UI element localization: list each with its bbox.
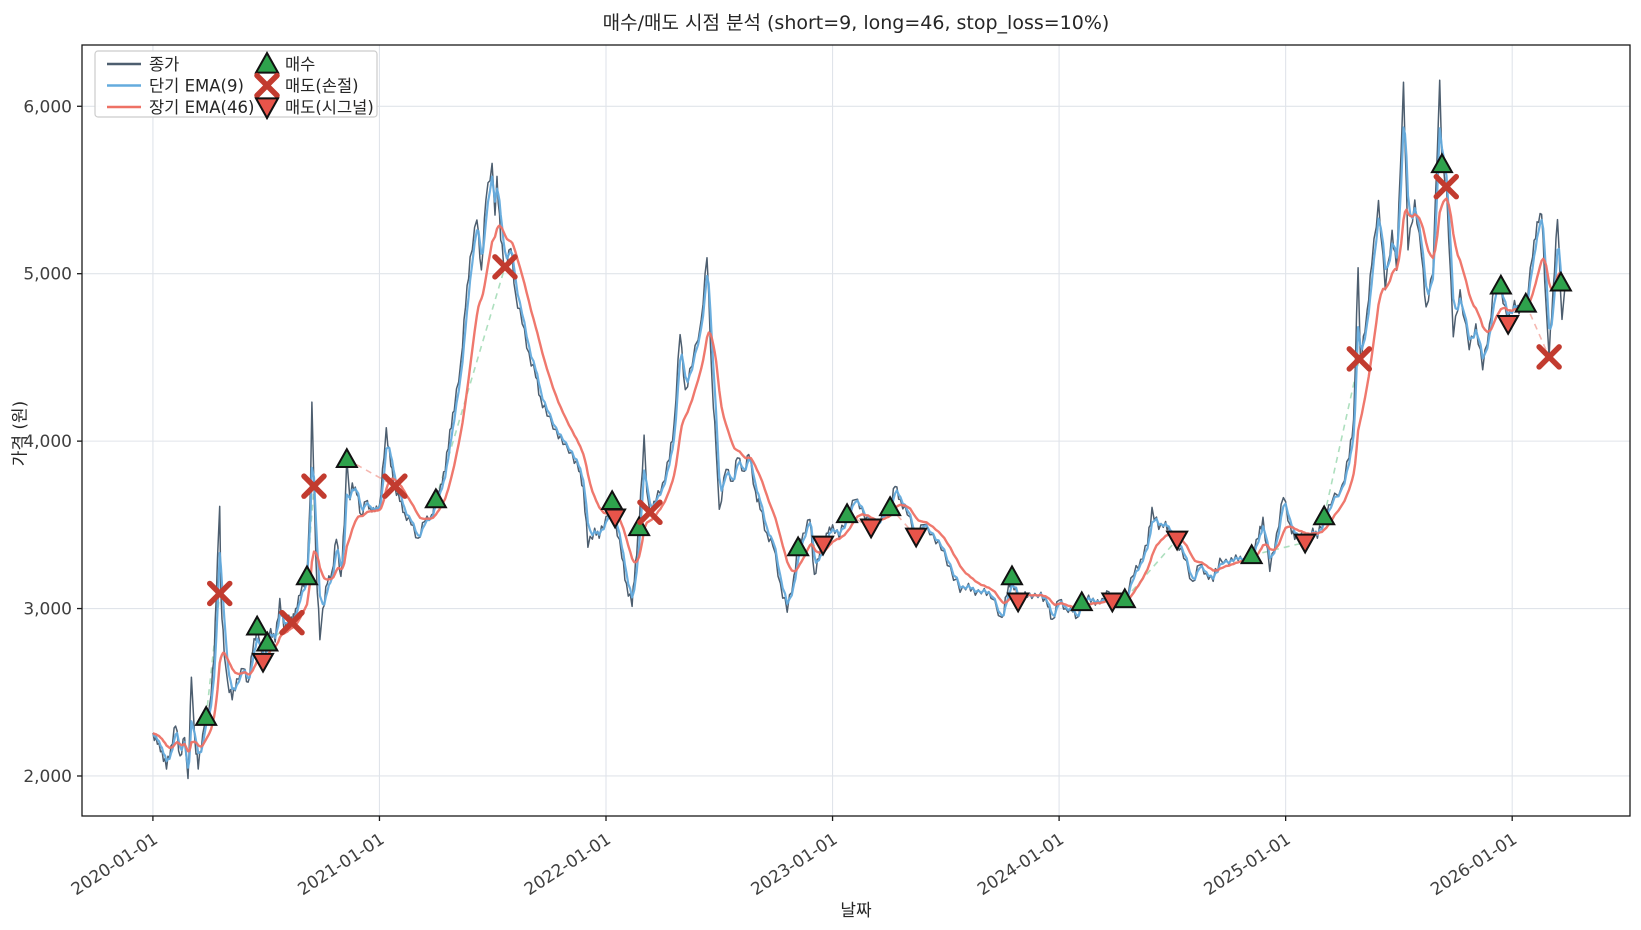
- sell-signal-marker: [904, 527, 928, 549]
- sell-stop-marker: [279, 609, 305, 636]
- legend-buy-marker-icon: [254, 50, 280, 74]
- x-tick-label: 2025-01-01: [1201, 829, 1295, 900]
- legend-signal-marker-icon: [254, 97, 280, 121]
- buy-marker: [1430, 152, 1454, 174]
- sell-stop-marker: [1346, 346, 1373, 372]
- sell-stop-marker: [301, 473, 327, 499]
- sell-signal-marker: [1165, 530, 1189, 552]
- sell-signal-marker: [251, 652, 275, 674]
- sell-signal-marker: [1496, 314, 1520, 336]
- x-axis-label: 날짜: [840, 901, 872, 921]
- buy-marker: [878, 495, 902, 517]
- buy-marker: [194, 705, 218, 726]
- trade-connector-win: [1251, 541, 1306, 557]
- buy-marker: [835, 502, 859, 524]
- trade-connector-win: [435, 266, 506, 500]
- legend-label: 매도(손절): [285, 77, 359, 96]
- legend-label: 종가: [149, 55, 179, 74]
- x-tick-label: 2023-01-01: [748, 829, 842, 900]
- x-tick-label: 2024-01-01: [974, 829, 1068, 900]
- buy-marker: [335, 447, 359, 469]
- buy-marker: [600, 489, 624, 511]
- legend-label: 단기 EMA(9): [149, 77, 244, 96]
- y-axis-label: 가격 (원): [10, 400, 31, 467]
- x-tick-label: 2020-01-01: [68, 829, 162, 900]
- trade-connector-win: [1124, 538, 1178, 600]
- buy-marker: [786, 535, 810, 557]
- y-tick-label: 3,000: [23, 600, 72, 620]
- sell-stop-marker: [637, 499, 663, 526]
- sell-stop-marker: [382, 473, 408, 499]
- buy-marker: [1514, 291, 1538, 313]
- buy-marker: [245, 614, 269, 636]
- sell-stop-marker: [492, 254, 518, 280]
- buy-marker: [1000, 564, 1024, 586]
- chart-title: 매수/매도 시점 분석 (short=9, long=46, stop_loss…: [602, 12, 1110, 34]
- buy-marker: [1312, 504, 1336, 526]
- x-tick-label: 2022-01-01: [521, 829, 615, 900]
- legend-label: 매도(시그널): [285, 98, 374, 117]
- x-tick-label: 2021-01-01: [294, 829, 388, 900]
- buy-marker: [295, 564, 319, 586]
- legend-box: [94, 50, 378, 118]
- legend-stop-marker-icon: [254, 72, 280, 99]
- buy-marker: [255, 630, 280, 652]
- ema-long-line: [152, 197, 1566, 753]
- sell-signal-marker: [811, 535, 835, 557]
- y-tick-label: 4,000: [23, 432, 72, 452]
- sell-signal-marker: [1006, 592, 1030, 614]
- x-tick-label: 2026-01-01: [1427, 829, 1521, 900]
- trade-connector-win: [1323, 358, 1361, 517]
- buy-marker: [627, 515, 651, 537]
- buy-marker: [1239, 543, 1264, 565]
- legend-label: 장기 EMA(46): [149, 98, 254, 117]
- sell-signal-marker: [1293, 533, 1317, 555]
- ema-short-line: [151, 126, 1567, 769]
- buy-marker: [1489, 273, 1513, 295]
- sell-stop-marker: [206, 580, 233, 607]
- sell-signal-marker: [603, 508, 627, 530]
- trade-connector-loss: [1525, 303, 1550, 358]
- y-tick-label: 2,000: [23, 767, 72, 787]
- buy-marker: [424, 487, 448, 509]
- legend-label: 매수: [285, 55, 315, 74]
- buy-marker: [1070, 590, 1094, 612]
- sell-signal-marker: [859, 518, 883, 540]
- y-tick-label: 6,000: [23, 97, 72, 117]
- sell-stop-marker: [1536, 344, 1562, 370]
- sell-stop-marker: [1433, 173, 1460, 200]
- plot-border: [81, 44, 1631, 817]
- sell-signal-marker: [1100, 592, 1125, 614]
- buy-marker: [1549, 270, 1573, 292]
- y-tick-label: 5,000: [23, 265, 72, 285]
